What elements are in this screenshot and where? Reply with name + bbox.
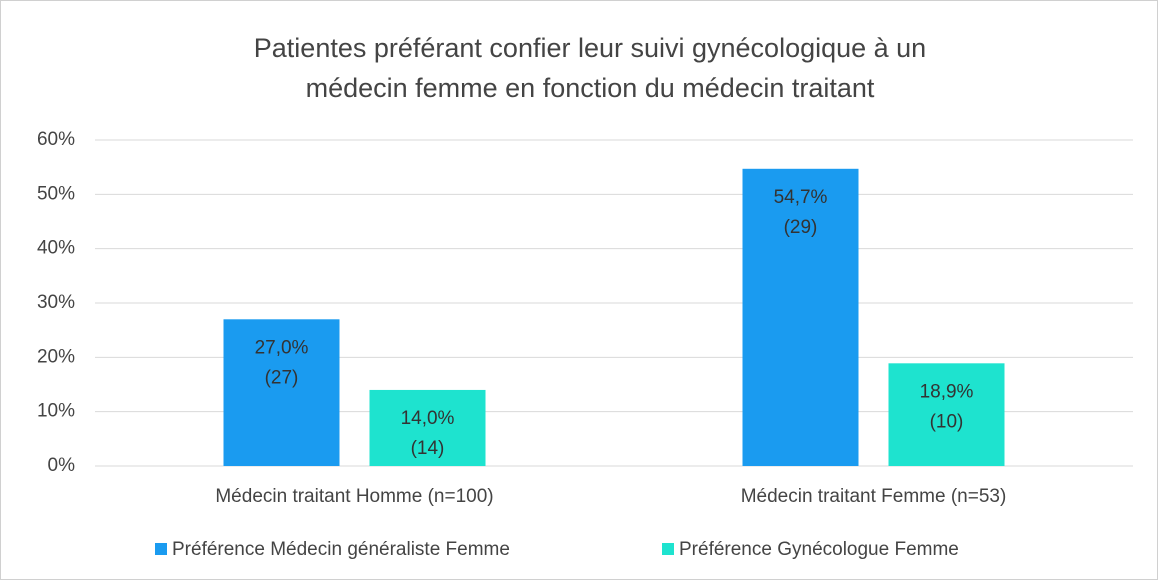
y-tick-label: 0% xyxy=(48,455,76,476)
bar xyxy=(223,319,340,466)
data-label: 18,9% xyxy=(920,381,974,402)
chart-title: Patientes préférant confier leur suivi g… xyxy=(254,33,926,63)
bar xyxy=(742,168,859,466)
data-label: 54,7% xyxy=(774,187,828,208)
y-tick-label: 50% xyxy=(37,183,75,204)
data-label: (29) xyxy=(784,217,818,238)
data-label: (27) xyxy=(265,367,299,388)
y-tick-label: 20% xyxy=(37,346,75,367)
data-label: 14,0% xyxy=(401,408,455,429)
bar xyxy=(888,363,1005,466)
data-label: (14) xyxy=(411,438,445,459)
y-tick-label: 30% xyxy=(37,292,75,313)
x-tick-label: Médecin traitant Homme (n=100) xyxy=(215,486,493,507)
legend-label: Préférence Médecin généraliste Femme xyxy=(172,539,510,560)
data-label: 27,0% xyxy=(255,337,309,358)
chart-title: médecin femme en fonction du médecin tra… xyxy=(306,73,875,103)
bar xyxy=(369,389,486,466)
y-tick-label: 40% xyxy=(37,238,75,259)
legend-swatch xyxy=(662,543,674,555)
data-label: (10) xyxy=(930,411,964,432)
x-tick-label: Médecin traitant Femme (n=53) xyxy=(741,486,1007,507)
legend-label: Préférence Gynécologue Femme xyxy=(679,539,959,560)
y-tick-label: 10% xyxy=(37,401,75,422)
legend-swatch xyxy=(155,543,167,555)
y-tick-label: 60% xyxy=(37,129,75,150)
